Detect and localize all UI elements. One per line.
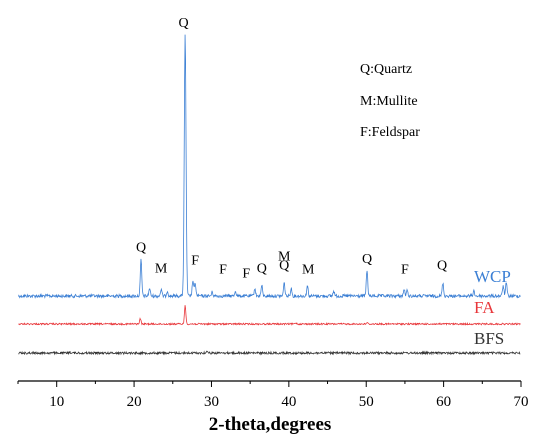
peak-label: F [401,263,409,278]
peak-label: Q [279,259,289,274]
peak-label: Q [362,252,372,267]
peak-label: F [242,267,250,282]
peak-label: Q [437,259,447,274]
series-labels: WCP FA BFS [474,267,511,348]
peak-label: M [278,250,291,265]
legend-entry-feldspar: F:Feldspar [360,125,420,140]
peak-label: M [155,261,168,276]
series-label-wcp: WCP [474,267,511,286]
legend-entry-quartz: Q:Quartz [360,62,412,77]
x-tick-label: 70 [514,394,529,410]
series-layer [18,34,521,356]
x-tick-label: 40 [281,394,296,410]
legend-entry-mullite: M:Mullite [360,94,418,109]
peak-label: Q [136,240,146,255]
phase-legend: Q:Quartz M:Mullite F:Feldspar [360,62,420,140]
series-label-fa: FA [474,298,495,317]
series-line-bfs [18,350,521,356]
x-tick-label: 10 [49,394,64,410]
x-axis-label: 2-theta,degrees [209,414,332,435]
peak-label: M [302,263,315,278]
peak-label: F [191,254,199,269]
series-line-fa [18,305,521,327]
x-tick-label: 30 [204,394,219,410]
x-axis: 10 20 30 40 50 60 70 [17,380,529,410]
series-line-wcp [18,34,521,300]
series-label-bfs: BFS [474,329,504,348]
peak-label: F [219,263,227,278]
peak-label: Q [257,261,267,276]
x-tick-label: 50 [359,394,374,410]
x-tick-label: 20 [127,394,142,410]
peak-label: Q [179,16,189,31]
x-tick-label: 60 [436,394,451,410]
